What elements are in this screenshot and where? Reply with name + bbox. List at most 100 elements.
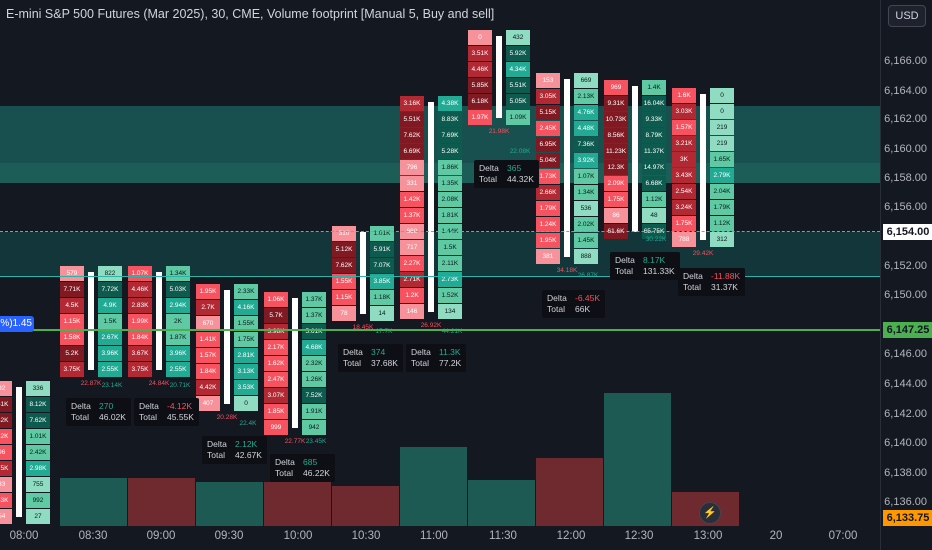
footprint-buy-cell: 1.4K: [642, 80, 666, 95]
footprint-buy-cell: 134: [438, 304, 462, 319]
footprint-buy-cell: 1.5K: [438, 240, 462, 255]
footprint-buy-cell: 1.5K: [98, 314, 122, 329]
footprint-buy-cell: 1.18K: [370, 290, 394, 305]
footprint-sell-cell: 2.09K: [604, 176, 628, 191]
volume-bar: [60, 478, 127, 526]
footprint-sell-cell: 8.56K: [604, 128, 628, 143]
footprint-buy-cell: 4.68K: [302, 340, 326, 355]
footprint-total: 44.21K: [441, 328, 463, 335]
price-label: 6,140.00: [884, 437, 927, 449]
footprint-sell-cell: 1.57K: [672, 120, 696, 135]
footprint-buy-cell: 2.13K: [574, 89, 598, 104]
footprint-sell-cell: 3.24K: [672, 200, 696, 215]
footprint-buy-cell: 4.34K: [506, 62, 530, 77]
delta-value: -4.12K: [167, 401, 193, 411]
delta-value: -11.88K: [711, 271, 741, 281]
footprint-sell-cell: 1.99K: [128, 314, 152, 329]
total-value: 66K: [575, 304, 591, 314]
delta-summary-box: Delta 270 Total 46.02K: [66, 398, 131, 426]
footprint-sell-cell: 1.06K: [264, 292, 288, 307]
footprint-sell-cell: 1.07K: [128, 266, 152, 281]
footprint-buy-cell: 8.12K: [26, 397, 50, 412]
footprint-sell-cell: 796: [400, 160, 424, 175]
footprint-buy-cell: 1.87K: [166, 330, 190, 345]
delta-label: Delta: [275, 457, 295, 467]
footprint-sell-cell: 12.3K: [604, 160, 628, 175]
volume-bar: [468, 480, 535, 526]
footprint-buy-cell: 16.04K: [642, 96, 666, 111]
candle-body: [292, 298, 298, 428]
left-edge-flag: %)1.45: [0, 316, 34, 332]
footprint-buy-cell: 1.65K: [710, 152, 734, 167]
footprint-sell-cell: 3.43K: [672, 168, 696, 183]
footprint-sell-cell: 9.31K: [604, 96, 628, 111]
footprint-sell-cell: 1.43K: [0, 493, 12, 508]
delta-summary-box: Delta 685 Total 46.22K: [270, 454, 335, 482]
footprint-buy-cell: 7.69K: [438, 128, 462, 143]
footprint-sell-cell: 1.15K: [60, 314, 84, 329]
footprint-sell-cell: 3.05K: [536, 89, 560, 104]
delta-label: Delta: [683, 271, 703, 281]
footprint-buy-cell: 1.86K: [438, 160, 462, 175]
delta-summary-box: Delta 11.3K Total 77.2K: [406, 344, 467, 372]
footprint-sell-cell: 154: [0, 509, 12, 524]
candle-body: [156, 272, 162, 370]
footprint-buy-cell: 3.96K: [166, 346, 190, 361]
footprint-sell-cell: 5.7K: [264, 308, 288, 323]
total-label: Total: [71, 412, 89, 422]
footprint-buy-cell: 5.91K: [370, 242, 394, 257]
total-label: Total: [139, 412, 157, 422]
footprint-buy-cell: 1.55K: [234, 316, 258, 331]
footprint-sell-cell: 2.66K: [536, 185, 560, 200]
footprint-buy-cell: 336: [26, 381, 50, 396]
time-label: 13:00: [693, 530, 723, 542]
footprint-total: 26.87K: [577, 272, 599, 279]
total-label: Total: [411, 358, 429, 368]
price-label: 6,160.00: [884, 143, 927, 155]
footprint-sell-cell: 2.45K: [536, 121, 560, 136]
total-value: 45.55K: [167, 412, 194, 422]
footprint-buy-cell: 219: [710, 120, 734, 135]
footprint-buy-cell: 1.91K: [302, 404, 326, 419]
footprint-buy-cell: 7.52K: [302, 388, 326, 403]
footprint-buy-cell: 2.11K: [438, 256, 462, 271]
footprint-sell-cell: 1.2K: [400, 288, 424, 303]
lightning-icon[interactable]: ⚡: [699, 502, 721, 524]
currency-button[interactable]: USD: [888, 5, 926, 27]
footprint-sell-cell: 3.98K: [264, 324, 288, 339]
footprint-buy-cell: 992: [26, 493, 50, 508]
footprint-sell-cell: 2.71K: [400, 272, 424, 287]
footprint-sell-cell: 1.42K: [400, 192, 424, 207]
footprint-buy-cell: 2.04K: [710, 184, 734, 199]
delta-summary-box: Delta 365 Total 44.32K: [474, 160, 539, 188]
footprint-sell-cell: 717: [400, 240, 424, 255]
price-label: 6,156.00: [884, 201, 927, 213]
candle-body: [564, 79, 570, 257]
delta-label: Delta: [343, 347, 363, 357]
footprint-sell-cell: 2.75K: [0, 461, 12, 476]
delta-label: Delta: [71, 401, 91, 411]
footprint-buy-cell: 2.32K: [302, 356, 326, 371]
current-price-line: [0, 231, 880, 232]
delta-value: 11.3K: [439, 347, 461, 357]
candle-body: [428, 102, 434, 312]
footprint-sell-cell: 969: [604, 80, 628, 95]
volume-bar: [604, 393, 671, 526]
footprint-total: 30.22K: [645, 236, 667, 243]
footprint-sell-cell: 6.69K: [400, 144, 424, 159]
footprint-sell-cell: 0: [468, 30, 492, 45]
footprint-buy-cell: 2.94K: [166, 298, 190, 313]
delta-value: 365: [507, 163, 522, 173]
total-label: Total: [207, 450, 225, 460]
footprint-total: 24.84K: [148, 380, 170, 387]
footprint-sell-cell: 3.75K: [60, 362, 84, 377]
footprint-buy-cell: 14.97K: [642, 160, 666, 175]
footprint-sell-cell: 381: [536, 249, 560, 264]
price-axis[interactable]: USD 6,166.00 6,164.00 6,162.00 6,160.00 6,15…: [880, 0, 932, 550]
footprint-sell-cell: 2.17K: [264, 340, 288, 355]
footprint-buy-cell: 7.72K: [98, 282, 122, 297]
footprint-sell-cell: 86: [604, 208, 628, 223]
candle-body: [360, 232, 366, 314]
footprint-sell-cell: 5.12K: [332, 242, 356, 257]
